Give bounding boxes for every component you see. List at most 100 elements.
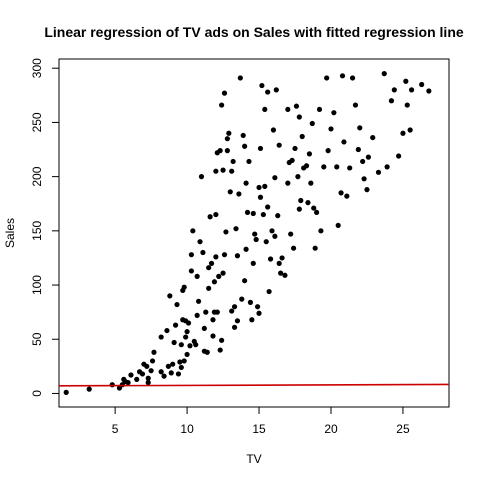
data-point [144, 363, 150, 369]
x-tick-label: 10 [180, 422, 194, 436]
data-point [213, 168, 219, 174]
data-point [210, 317, 216, 323]
data-point [134, 376, 140, 382]
data-point [295, 174, 301, 180]
data-point [231, 304, 238, 310]
y-tick-label: 0 [30, 390, 44, 397]
data-point [290, 245, 297, 251]
data-point [275, 213, 281, 219]
data-point [381, 71, 387, 77]
data-point [188, 268, 194, 274]
data-point [197, 239, 203, 245]
data-point [270, 127, 277, 133]
data-point [188, 252, 194, 258]
data-point [213, 211, 219, 218]
data-point [226, 130, 232, 136]
data-point [175, 371, 182, 377]
data-point [219, 102, 225, 108]
data-point [257, 194, 264, 200]
data-point [216, 273, 222, 279]
data-point [243, 180, 249, 186]
data-point [375, 169, 382, 175]
data-point [259, 82, 265, 89]
x-tick-label: 25 [396, 422, 410, 436]
data-point [303, 163, 310, 169]
data-point [210, 333, 216, 339]
data-point [311, 205, 317, 211]
data-point [237, 75, 243, 81]
data-point [128, 372, 134, 378]
data-point [219, 337, 225, 343]
data-point [178, 342, 184, 348]
data-point [364, 187, 370, 193]
data-point [262, 106, 268, 113]
data-point [403, 78, 409, 84]
data-point [252, 231, 258, 237]
data-point [172, 322, 179, 328]
data-point [316, 106, 323, 113]
data-point [220, 167, 226, 173]
data-point [400, 130, 406, 136]
data-point [325, 148, 331, 154]
data-point [158, 369, 164, 375]
y-axis-label: Sales [3, 218, 17, 248]
data-point [247, 299, 254, 305]
data-point [201, 325, 207, 332]
data-point [341, 139, 347, 145]
data-point [265, 204, 271, 210]
data-point [254, 304, 261, 310]
data-point [145, 375, 151, 381]
data-point [292, 145, 298, 152]
data-point [234, 253, 241, 259]
data-point [242, 278, 248, 284]
data-point [285, 180, 291, 186]
data-point [194, 312, 200, 318]
data-point [170, 361, 176, 367]
data-point [262, 183, 268, 189]
y-tick-label: 250 [30, 112, 44, 132]
data-point [221, 252, 228, 258]
data-point [167, 293, 173, 299]
data-point [207, 214, 213, 220]
data-point [288, 231, 294, 237]
data-point [272, 175, 278, 181]
data-point [148, 368, 154, 374]
data-point [312, 245, 318, 251]
data-point [161, 373, 167, 379]
x-tick-label: 5 [112, 422, 119, 436]
data-point [360, 158, 366, 165]
data-point [187, 343, 193, 349]
data-point [149, 358, 156, 364]
data-point [223, 229, 229, 235]
data-point [339, 73, 346, 79]
data-point [184, 351, 190, 358]
data-point [408, 87, 415, 93]
data-point [260, 211, 266, 218]
data-point [203, 309, 209, 315]
data-point [331, 110, 337, 116]
data-point [265, 89, 271, 95]
data-point [276, 142, 282, 148]
data-point [404, 102, 410, 108]
y-tick-label: 150 [30, 220, 44, 240]
data-point [355, 146, 361, 153]
data-point [217, 347, 223, 353]
data-point [217, 148, 223, 154]
data-point [296, 206, 302, 212]
data-point [305, 200, 311, 206]
data-point [239, 296, 245, 302]
data-point [352, 102, 359, 108]
data-point [361, 176, 367, 182]
data-point [273, 87, 279, 93]
data-point [229, 168, 235, 174]
data-point [314, 209, 320, 216]
y-tick-label: 100 [30, 275, 44, 295]
data-point [256, 184, 262, 191]
data-point [365, 154, 372, 160]
data-point [181, 284, 187, 290]
data-point [174, 301, 180, 308]
data-point [388, 98, 395, 104]
regression-line [58, 383, 450, 387]
x-axis-label: TV [246, 452, 261, 466]
